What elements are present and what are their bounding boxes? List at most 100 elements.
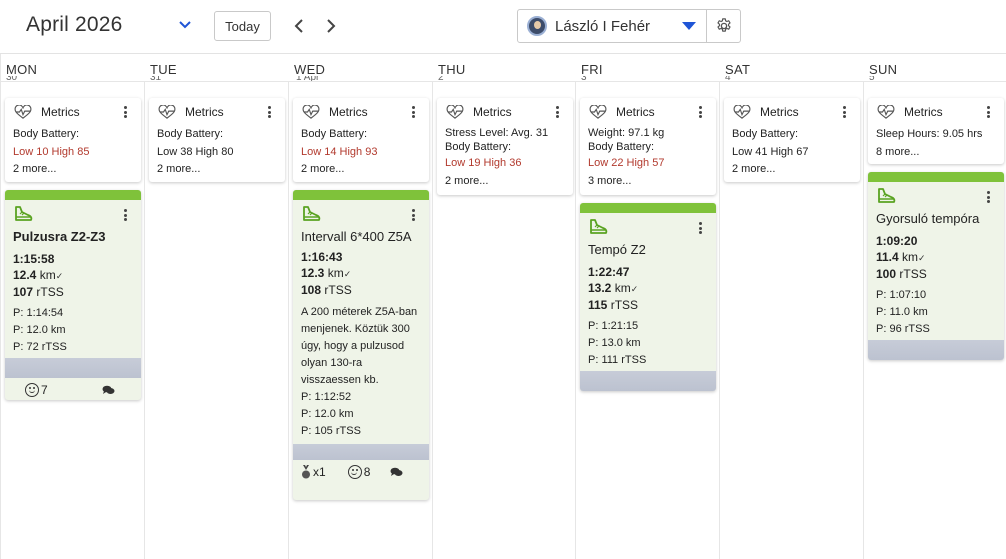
header-divider	[0, 81, 1006, 82]
column-divider	[863, 82, 864, 559]
comment-icon[interactable]	[390, 467, 403, 477]
column-divider	[144, 82, 145, 559]
more-metrics-link[interactable]: 2 more...	[445, 174, 489, 187]
workout-status-bar	[5, 190, 141, 200]
more-vertical-icon[interactable]	[699, 222, 703, 234]
tss-unit: rTSS	[36, 285, 64, 299]
workout-graph	[5, 358, 141, 378]
workout-duration: 1:16:43	[301, 250, 343, 264]
metric-sleep: Sleep Hours: 9.05 hrs	[876, 128, 983, 140]
metric-stress: Stress Level: Avg. 31	[445, 127, 549, 139]
metrics-header: Metrics	[149, 98, 285, 126]
medal-icon[interactable]	[301, 465, 311, 479]
avatar	[527, 16, 547, 36]
heart-pulse-icon	[302, 105, 320, 119]
column-divider	[432, 82, 433, 559]
planned-duration: P: 1:14:54	[13, 307, 64, 319]
workout-card-sun[interactable]: Gyorsuló tempóra 1:09:20 11.4 km✓ 100 rT…	[868, 172, 1004, 360]
day-header-sat: SAT	[725, 62, 751, 77]
metric-label: Body Battery:	[301, 128, 368, 140]
more-vertical-icon[interactable]	[843, 106, 847, 118]
metrics-card-sun[interactable]: Metrics Sleep Hours: 9.05 hrs 8 more...	[868, 98, 1004, 164]
heart-pulse-icon	[877, 105, 895, 119]
workout-graph	[868, 340, 1004, 360]
month-title[interactable]: April 2026	[26, 13, 123, 36]
planned-duration: P: 1:12:52	[301, 391, 352, 403]
chevron-right-icon[interactable]	[322, 16, 340, 36]
comment-icon[interactable]	[102, 385, 115, 395]
workout-distance: 13.2	[588, 281, 612, 295]
day-number: 3	[581, 76, 587, 82]
metrics-title: Metrics	[473, 105, 512, 119]
day-number: 4	[725, 76, 731, 82]
workout-tss: 107	[13, 285, 34, 299]
metrics-card-tue[interactable]: Metrics Body Battery: Low 38 High 80 2 m…	[149, 98, 285, 182]
metrics-title: Metrics	[329, 105, 368, 119]
workout-card-fri[interactable]: Tempó Z2 1:22:47 13.2 km✓ 115 rTSS P: 1:…	[580, 203, 716, 391]
more-vertical-icon[interactable]	[987, 106, 991, 118]
workout-card-mon[interactable]: Pulzusra Z2-Z3 1:15:58 12.4 km✓ 107 rTSS…	[5, 190, 141, 400]
metrics-header: Metrics	[5, 98, 141, 126]
more-vertical-icon[interactable]	[268, 106, 272, 118]
metric-label: Body Battery:	[13, 128, 80, 140]
metrics-card-mon[interactable]: Metrics Body Battery: Low 10 High 85 2 m…	[5, 98, 141, 182]
more-vertical-icon[interactable]	[124, 106, 128, 118]
workout-duration: 1:15:58	[13, 252, 55, 266]
planned-tss: P: 111 rTSS	[588, 354, 647, 366]
metrics-card-fri[interactable]: Metrics Weight: 97.1 kg Body Battery: Lo…	[580, 98, 716, 195]
more-metrics-link[interactable]: 2 more...	[301, 163, 345, 175]
metrics-card-wed[interactable]: Metrics Body Battery: Low 14 High 93 2 m…	[293, 98, 429, 182]
today-button[interactable]: Today	[214, 11, 271, 41]
workout-graph	[580, 371, 716, 391]
metrics-title: Metrics	[41, 105, 80, 119]
planned-distance: P: 11.0 km	[876, 306, 928, 318]
smiley-icon[interactable]	[25, 383, 39, 397]
day-header-fri: FRI	[581, 62, 603, 77]
planned-duration: P: 1:07:10	[876, 289, 927, 301]
smiley-icon[interactable]	[347, 465, 362, 479]
medal-count: x1	[313, 465, 326, 479]
athlete-select[interactable]: László I Fehér	[517, 9, 707, 43]
day-header-wed: WED	[294, 62, 326, 77]
heart-pulse-icon	[158, 105, 176, 119]
metrics-card-sat[interactable]: Metrics Body Battery: Low 41 High 67 2 m…	[724, 98, 860, 182]
chevron-down-icon[interactable]	[177, 17, 193, 33]
metric-label: Body Battery:	[445, 141, 512, 153]
metrics-card-thu[interactable]: Metrics Stress Level: Avg. 31 Body Batte…	[437, 98, 573, 195]
metric-value: Low 19 High 36	[445, 157, 522, 169]
more-metrics-link[interactable]: 3 more...	[588, 174, 632, 187]
day-header-thu: THU	[438, 62, 466, 77]
running-shoe-icon	[588, 218, 608, 236]
planned-distance: P: 12.0 km	[13, 324, 66, 336]
settings-button[interactable]	[706, 9, 741, 43]
chevron-left-icon[interactable]	[290, 16, 308, 36]
more-metrics-link[interactable]: 2 more...	[13, 163, 57, 175]
caret-down-icon	[682, 22, 696, 30]
workout-footer: x1 8	[293, 460, 429, 484]
more-metrics-link[interactable]: 2 more...	[157, 163, 201, 175]
distance-unit: km	[614, 281, 631, 295]
more-metrics-link[interactable]: 8 more...	[876, 145, 920, 158]
workout-status-bar	[293, 190, 429, 200]
workout-card-wed[interactable]: Intervall 6*400 Z5A 1:16:43 12.3 km✓ 108…	[293, 190, 429, 500]
day-number: 1 Apr	[296, 76, 320, 82]
planned-tss: P: 96 rTSS	[876, 323, 930, 335]
calendar-toolbar: April 2026 Today László I Fehér	[0, 0, 1006, 54]
more-vertical-icon[interactable]	[556, 106, 560, 118]
day-header-sun: SUN	[869, 62, 898, 77]
more-vertical-icon[interactable]	[412, 209, 416, 221]
day-number: 31	[150, 76, 162, 82]
check-icon: ✓	[918, 253, 926, 263]
workout-distance: 12.3	[301, 266, 325, 280]
more-vertical-icon[interactable]	[699, 106, 703, 118]
metric-value: Low 10 High 85	[13, 145, 90, 158]
more-vertical-icon[interactable]	[412, 106, 416, 118]
more-metrics-link[interactable]: 2 more...	[732, 163, 776, 175]
column-divider	[575, 82, 576, 559]
athlete-name: László I Fehér	[555, 17, 651, 35]
more-vertical-icon[interactable]	[124, 209, 128, 221]
more-vertical-icon[interactable]	[987, 191, 991, 203]
calendar-left-border	[0, 54, 1, 559]
metrics-header: Metrics	[868, 98, 1004, 126]
workout-footer: 7	[5, 378, 141, 400]
